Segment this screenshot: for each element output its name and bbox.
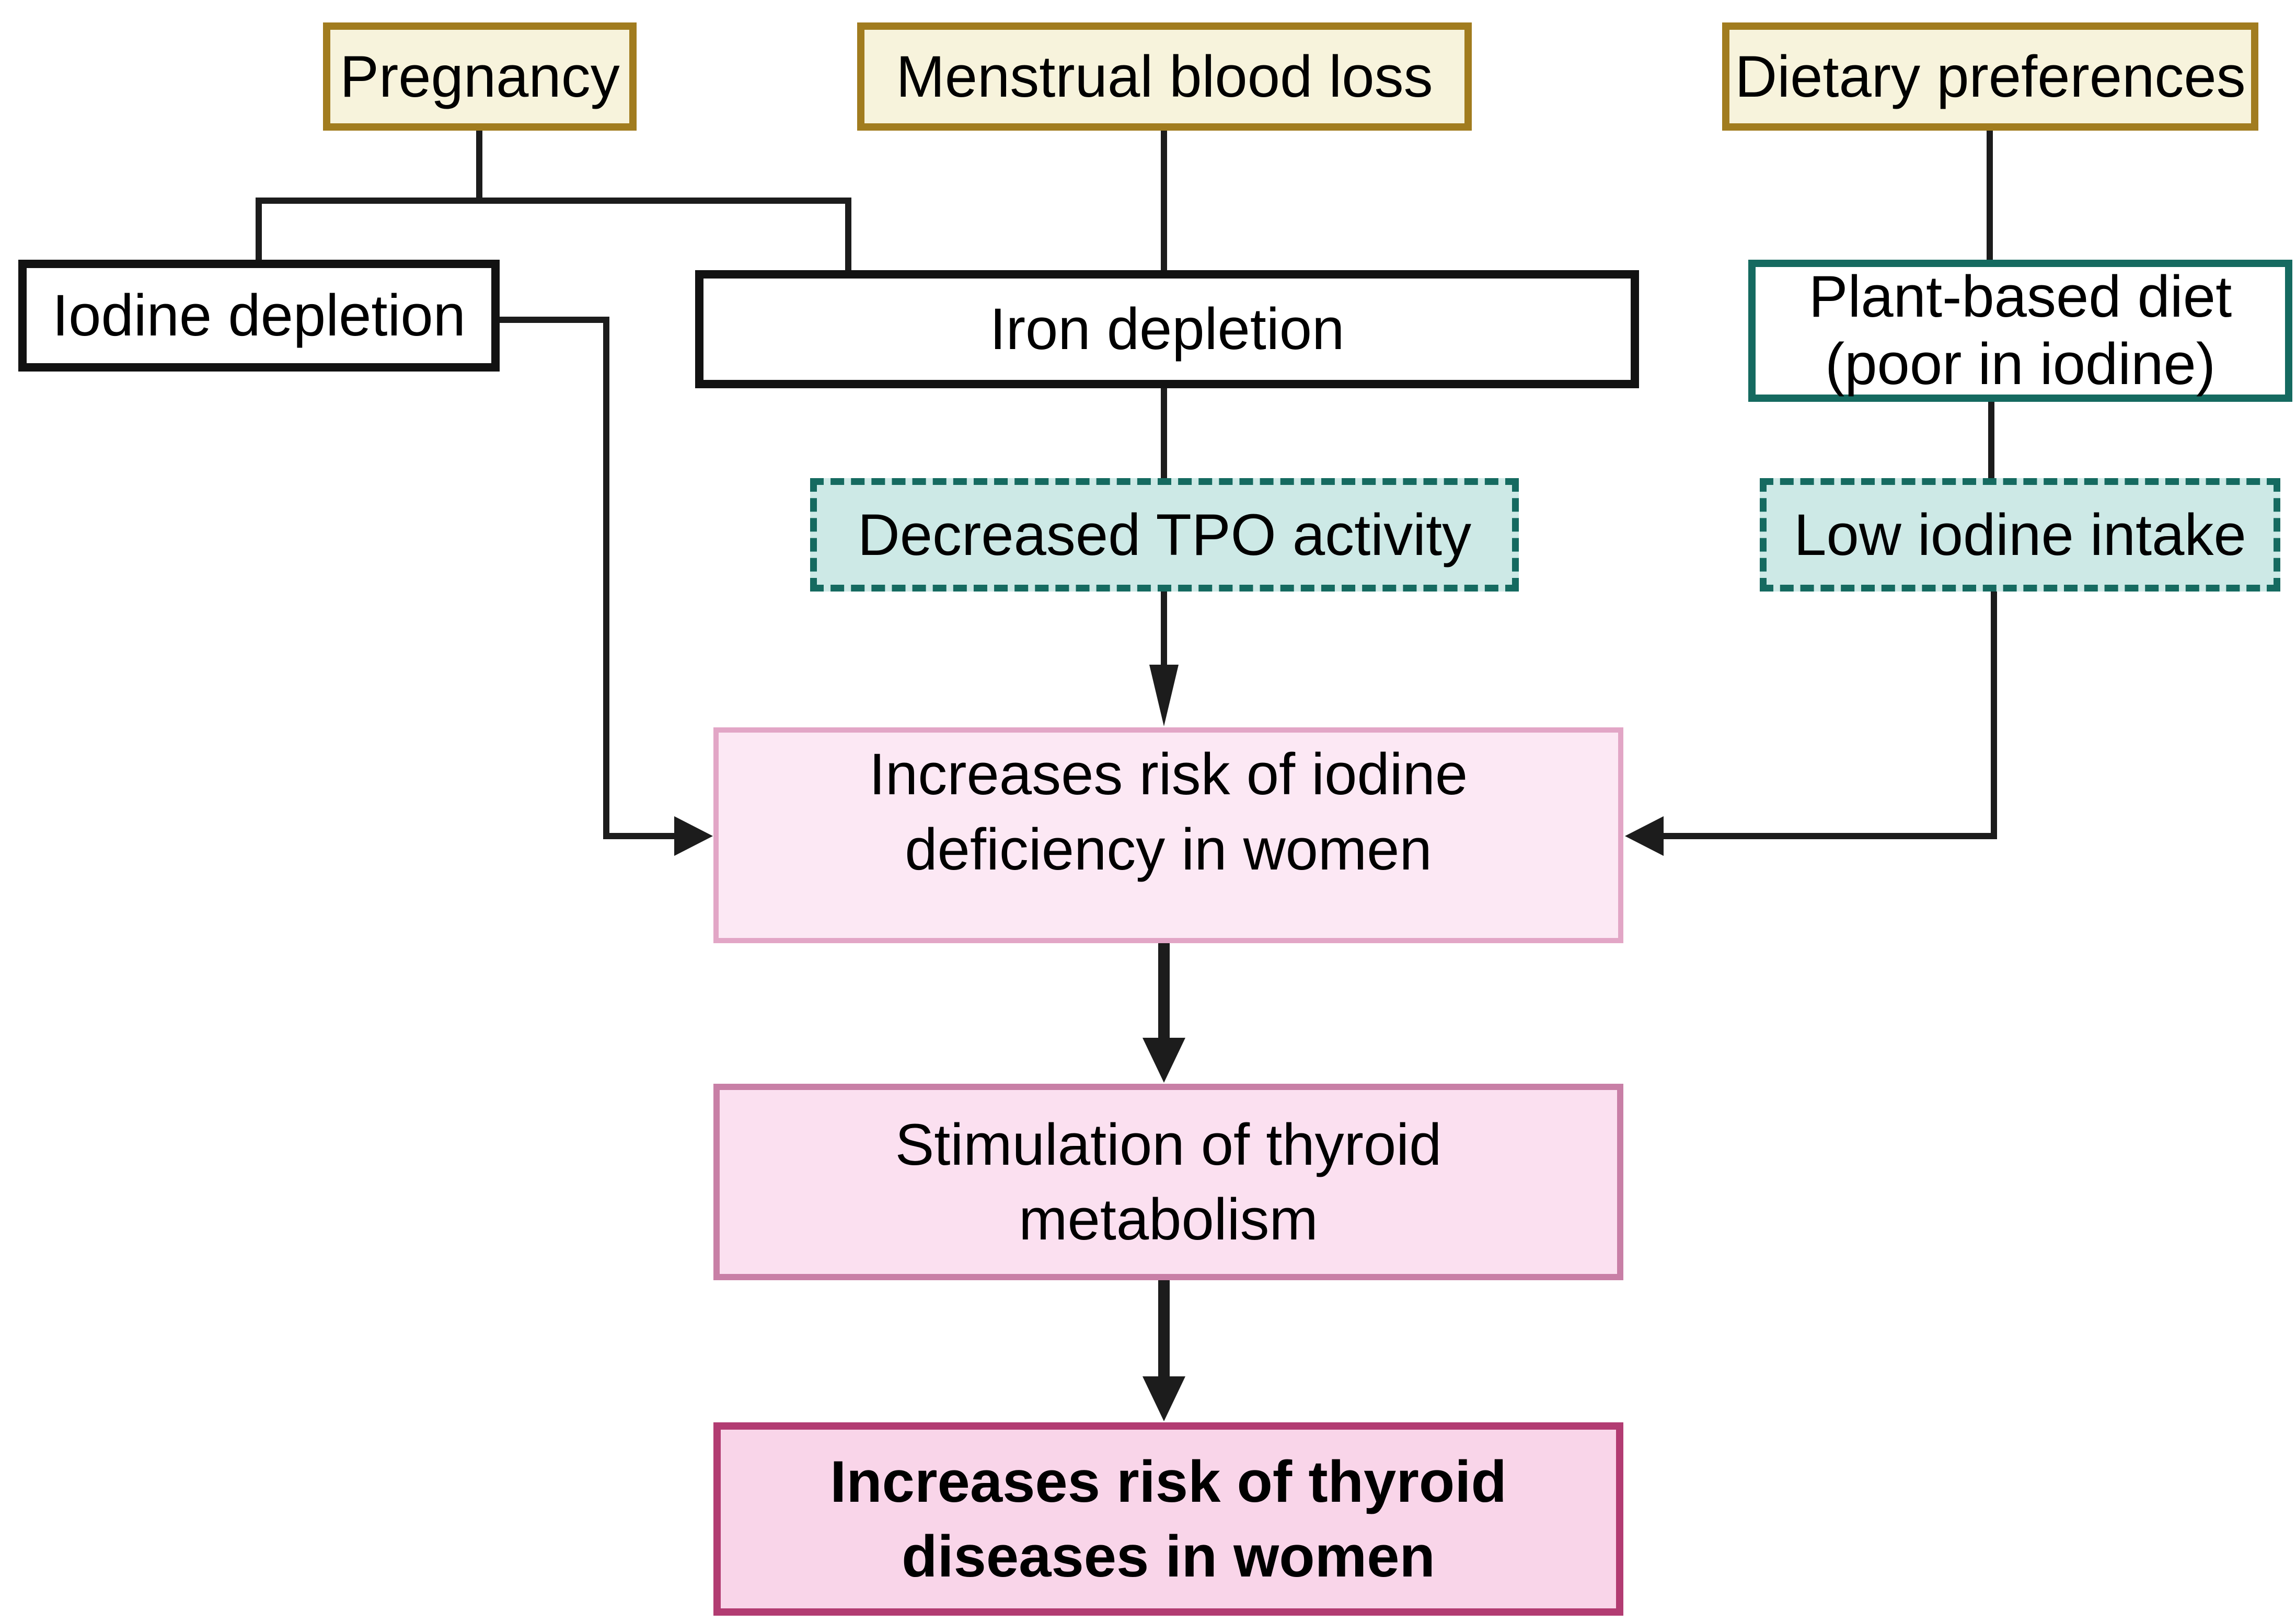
node-risk-thyroid-line2: diseases in women: [902, 1524, 1435, 1589]
connector-iron-to-tpo: [1161, 387, 1167, 481]
arrow-right-icon: [674, 816, 713, 856]
arrow-left-icon: [1625, 816, 1664, 856]
node-risk-thyroid-diseases: Increases risk of thyroid diseases in wo…: [713, 1422, 1623, 1616]
node-pregnancy: Pregnancy: [323, 22, 637, 131]
connector-low-iodine-horizontal: [1662, 833, 1997, 839]
node-low-iodine-intake: Low iodine intake: [1760, 478, 2280, 592]
connector-branch-to-iodine: [256, 198, 262, 264]
node-iron-depletion: Iron depletion: [695, 270, 1639, 388]
connector-pregnancy-stem: [476, 130, 482, 203]
node-plant-diet-line1: Plant-based diet: [1808, 264, 2232, 330]
connector-low-iodine-vertical: [1991, 589, 1997, 839]
node-risk-thyroid-line1: Increases risk of thyroid: [830, 1448, 1507, 1514]
node-iodine-depletion: Iodine depletion: [18, 260, 500, 372]
node-stimulation-thyroid-metabolism: Stimulation of thyroid metabolism: [713, 1084, 1623, 1280]
connector-dietary-to-plant: [1987, 130, 1993, 263]
connector-pregnancy-branch: [256, 198, 851, 204]
node-pregnancy-label: Pregnancy: [340, 43, 620, 109]
connector-menstrual-to-iron: [1161, 130, 1167, 274]
node-risk-iodine-line2: deficiency in women: [905, 816, 1432, 882]
connector-risk-to-stimulation: [1158, 941, 1170, 1040]
node-plant-based-diet: Plant-based diet (poor in iodine): [1748, 260, 2292, 402]
node-stimulation-line2: metabolism: [1019, 1187, 1318, 1252]
node-risk-iodine-line1: Increases risk of iodine: [869, 741, 1468, 807]
node-menstrual-blood-loss: Menstrual blood loss: [857, 22, 1472, 131]
arrow-down-icon: [1143, 1376, 1185, 1421]
node-iron-depletion-label: Iron depletion: [989, 296, 1345, 362]
node-iodine-depletion-label: Iodine depletion: [52, 283, 466, 349]
connector-plant-to-low-iodine: [1988, 400, 1994, 481]
node-decreased-tpo-activity: Decreased TPO activity: [810, 478, 1519, 592]
connector-iodine-exit: [497, 317, 609, 323]
connector-branch-to-iron: [845, 198, 851, 274]
connector-iodine-horizontal: [603, 833, 674, 839]
node-risk-iodine-deficiency: Increases risk of iodine deficiency in w…: [713, 727, 1623, 943]
node-menstrual-label: Menstrual blood loss: [896, 43, 1433, 109]
node-dietary-label: Dietary preferences: [1735, 43, 2246, 109]
connector-tpo-to-risk: [1161, 589, 1167, 668]
node-low-iodine-label: Low iodine intake: [1794, 502, 2246, 567]
arrow-down-icon: [1149, 665, 1179, 726]
arrow-down-icon: [1143, 1038, 1185, 1083]
node-plant-diet-line2: (poor in iodine): [1825, 331, 2216, 397]
node-dietary-preferences: Dietary preferences: [1722, 22, 2258, 131]
connector-iodine-vertical: [603, 317, 609, 839]
connector-stimulation-to-thyroid: [1158, 1278, 1170, 1378]
node-tpo-label: Decreased TPO activity: [857, 502, 1472, 567]
node-stimulation-line1: Stimulation of thyroid: [895, 1111, 1442, 1177]
